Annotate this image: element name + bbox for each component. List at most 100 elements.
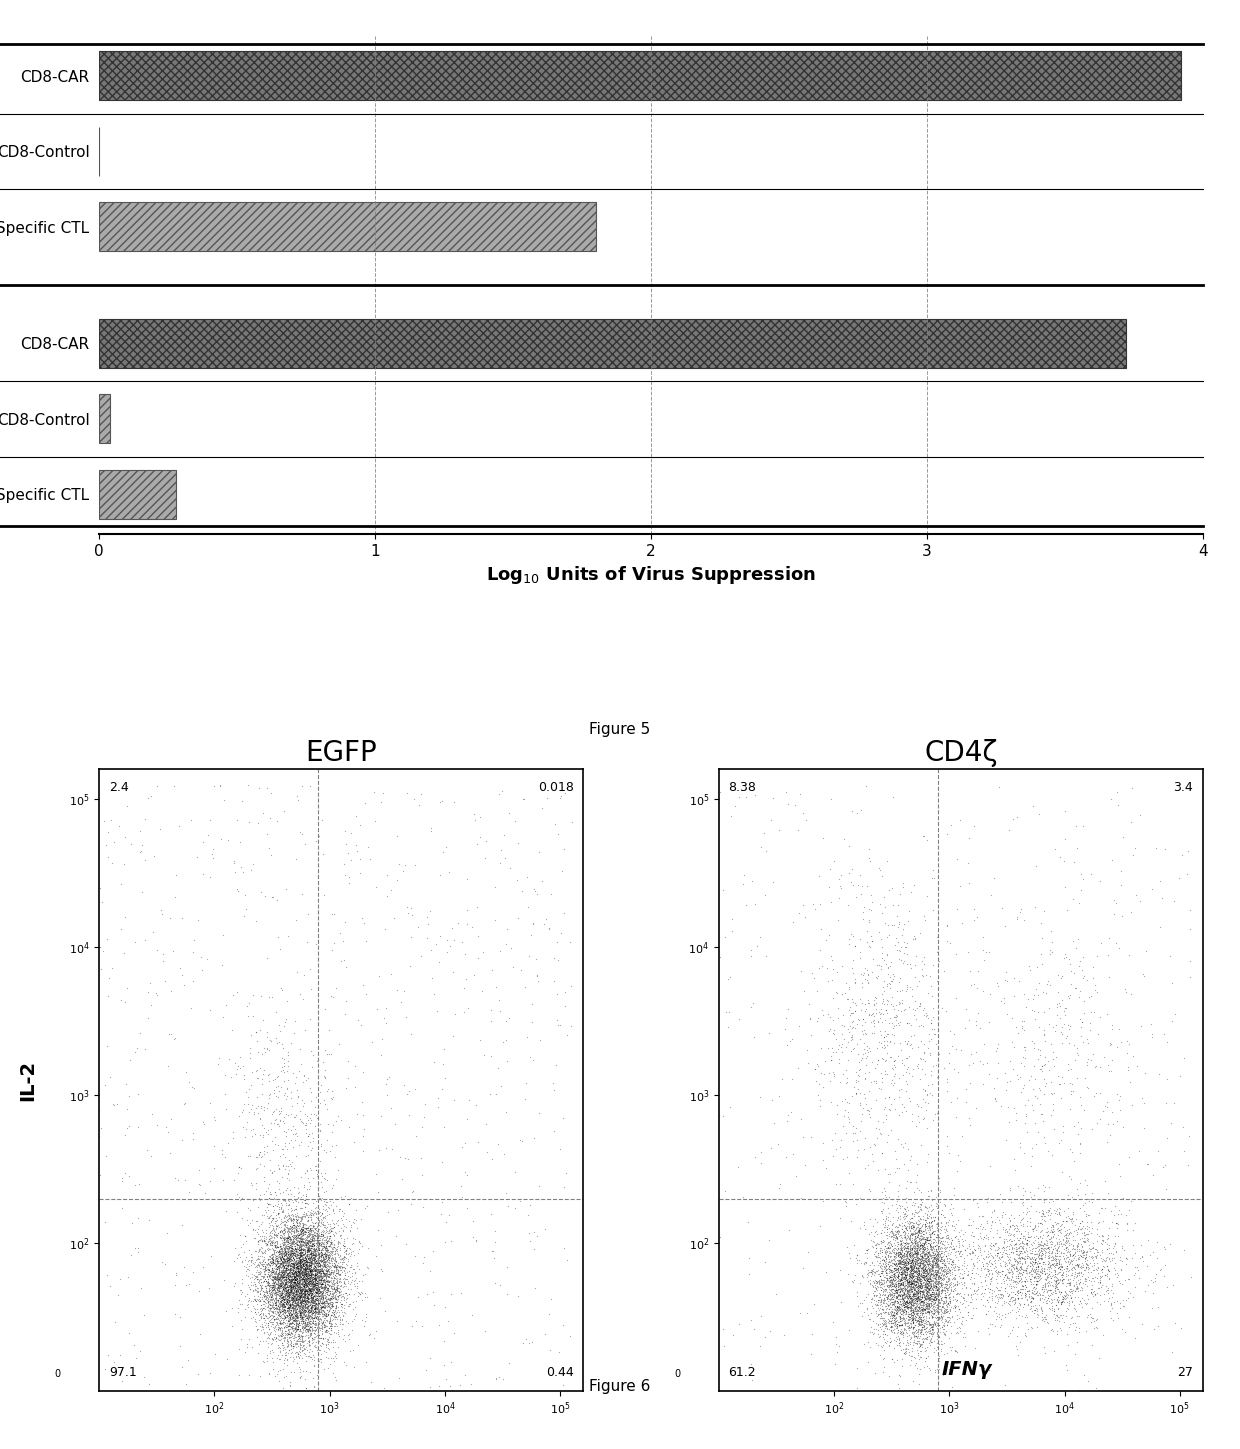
Point: [889, 1364, 909, 1387]
Point: [190, 1279, 210, 1303]
Point: [892, 1249, 911, 1272]
Point: [898, 1271, 918, 1294]
Point: [837, 1146, 857, 1169]
Point: [303, 1226, 322, 1249]
Point: [248, 1217, 268, 1240]
Point: [1001, 1252, 1021, 1275]
Text: 97.1: 97.1: [109, 1365, 136, 1378]
Point: [1137, 1255, 1157, 1278]
Point: [1114, 1294, 1133, 1317]
Point: [288, 1256, 308, 1279]
Point: [1032, 1300, 1052, 1323]
Point: [925, 1017, 945, 1040]
Point: [322, 1217, 342, 1240]
Point: [262, 1278, 281, 1301]
Point: [301, 1253, 321, 1277]
Point: [1021, 1271, 1040, 1294]
Point: [915, 1285, 935, 1308]
Point: [469, 924, 489, 948]
Point: [785, 794, 805, 817]
Point: [1028, 1242, 1048, 1265]
Point: [906, 1177, 926, 1200]
Point: [357, 1255, 377, 1278]
Point: [412, 782, 432, 806]
Point: [991, 1252, 1011, 1275]
Point: [879, 1169, 899, 1193]
Point: [870, 1294, 890, 1317]
Point: [320, 1310, 340, 1333]
Point: [909, 1213, 929, 1236]
Point: [284, 1290, 304, 1313]
Point: [1068, 1255, 1087, 1278]
Point: [299, 1317, 319, 1340]
Point: [284, 1306, 304, 1329]
Point: [273, 1255, 293, 1278]
Point: [279, 1308, 299, 1332]
Point: [304, 1236, 324, 1259]
Point: [298, 1271, 317, 1294]
Point: [326, 1258, 346, 1281]
Point: [278, 1291, 298, 1314]
Point: [906, 1230, 926, 1253]
Point: [264, 1243, 284, 1266]
Point: [270, 1249, 290, 1272]
Point: [887, 980, 906, 1003]
Point: [911, 1249, 931, 1272]
Point: [900, 1229, 920, 1252]
Point: [299, 1300, 319, 1323]
Point: [305, 1245, 325, 1268]
Point: [904, 1271, 924, 1294]
Point: [314, 1235, 334, 1258]
Point: [312, 1265, 332, 1288]
Point: [263, 1271, 283, 1294]
Point: [258, 1193, 278, 1216]
Point: [903, 1282, 923, 1306]
Point: [270, 1307, 290, 1330]
Point: [283, 1252, 303, 1275]
Point: [872, 1240, 892, 1264]
Point: [283, 1346, 303, 1369]
Point: [320, 1282, 340, 1306]
Point: [268, 1274, 288, 1297]
Point: [862, 1252, 882, 1275]
Point: [257, 1233, 277, 1256]
Point: [309, 1208, 329, 1232]
Point: [296, 1111, 316, 1135]
Point: [260, 1253, 280, 1277]
Point: [243, 1219, 263, 1242]
Point: [935, 1298, 955, 1321]
Point: [863, 1235, 883, 1258]
Point: [970, 1049, 990, 1072]
Point: [1038, 1287, 1058, 1310]
Point: [932, 1317, 952, 1340]
Point: [250, 1123, 270, 1146]
Point: [273, 1287, 293, 1310]
Point: [1064, 1080, 1084, 1103]
Point: [337, 1249, 357, 1272]
Point: [269, 1274, 289, 1297]
Point: [304, 1327, 324, 1350]
Point: [309, 1278, 329, 1301]
Point: [915, 1242, 935, 1265]
Point: [264, 1271, 284, 1294]
Point: [818, 1019, 838, 1042]
Point: [908, 1249, 928, 1272]
Point: [921, 1262, 941, 1285]
Point: [856, 1022, 875, 1045]
Point: [284, 1198, 304, 1222]
Point: [892, 1277, 911, 1300]
Point: [878, 1266, 898, 1290]
Point: [885, 1294, 905, 1317]
Point: [908, 1285, 928, 1308]
Point: [910, 1233, 930, 1256]
Point: [329, 1269, 348, 1293]
Point: [898, 1252, 918, 1275]
Point: [911, 1272, 931, 1295]
Point: [277, 1249, 296, 1272]
Point: [312, 1320, 332, 1343]
Point: [346, 833, 366, 856]
Point: [306, 1272, 326, 1295]
Point: [294, 1258, 314, 1281]
Point: [296, 1240, 316, 1264]
Point: [910, 1230, 930, 1253]
